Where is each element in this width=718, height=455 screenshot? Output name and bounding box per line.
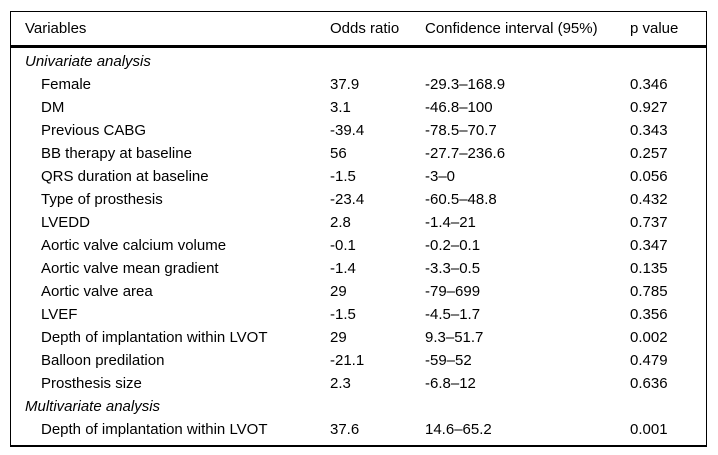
table-row: LVEF -1.5 -4.5–1.7 0.356: [11, 303, 706, 326]
variable-cell: LVEDD: [41, 214, 90, 231]
p-value-cell: 0.002: [630, 329, 668, 346]
p-value-cell: 0.257: [630, 145, 668, 162]
ci-cell: -4.5–1.7: [425, 306, 481, 323]
table-row: Aortic valve calcium volume -0.1 -0.2–0.1 0…: [11, 234, 706, 257]
odds-ratio-cell: 37.6: [330, 421, 360, 438]
section-label: Multivariate analysis: [25, 398, 161, 415]
table-row: Depth of implantation within LVOT 37.6 14.…: [11, 418, 706, 441]
odds-ratio-cell: -0.1: [330, 237, 356, 254]
ci-cell: -3–0: [425, 168, 456, 185]
table-row: BB therapy at baseline 56 -27.7–236.6 0.257: [11, 142, 706, 165]
table-row: Balloon predilation -21.1 -59–52 0.479: [11, 349, 706, 372]
table-body: Univariate analysis Female 37.9 -29.3–168.9…: [11, 48, 706, 445]
p-value-cell: 0.785: [630, 283, 668, 300]
variable-cell: Balloon predilation: [41, 352, 165, 369]
odds-ratio-cell: 56: [330, 145, 347, 162]
p-value-cell: 0.135: [630, 260, 668, 277]
table-row: Aortic valve area 29 -79–699 0.785: [11, 280, 706, 303]
table-row: Female 37.9 -29.3–168.9 0.346: [11, 73, 706, 96]
p-value-cell: 0.343: [630, 122, 668, 139]
p-value-cell: 0.346: [630, 76, 668, 93]
table-row: Previous CABG -39.4 -78.5–70.7 0.343: [11, 119, 706, 142]
section-label-row: Univariate analysis: [11, 50, 706, 73]
odds-ratio-cell: -21.1: [330, 352, 365, 369]
variable-cell: QRS duration at baseline: [41, 168, 209, 185]
section-label: Univariate analysis: [25, 53, 151, 70]
ci-cell: -3.3–0.5: [425, 260, 481, 277]
table-row: QRS duration at baseline -1.5 -3–0 0.056: [11, 165, 706, 188]
section-label-row: Multivariate analysis: [11, 395, 706, 418]
ci-cell: 9.3–51.7: [425, 329, 484, 346]
variable-cell: Female: [41, 76, 92, 93]
ci-cell: -59–52: [425, 352, 472, 369]
statistics-table: Variables Odds ratio Confidence interval…: [10, 11, 707, 447]
odds-ratio-cell: -1.5: [330, 306, 356, 323]
table-row: LVEDD 2.8 -1.4–21 0.737: [11, 211, 706, 234]
p-value-cell: 0.356: [630, 306, 668, 323]
p-value-cell: 0.001: [630, 421, 668, 438]
ci-cell: -29.3–168.9: [425, 76, 506, 93]
ci-cell: -46.8–100: [425, 99, 493, 116]
odds-ratio-cell: 2.8: [330, 214, 351, 231]
ci-cell: -27.7–236.6: [425, 145, 506, 162]
odds-ratio-cell: -23.4: [330, 191, 365, 208]
table-row: Depth of implantation within LVOT 29 9.3–5…: [11, 326, 706, 349]
variable-cell: Depth of implantation within LVOT: [41, 421, 268, 438]
p-value-cell: 0.432: [630, 191, 668, 208]
p-value-cell: 0.347: [630, 237, 668, 254]
p-value-cell: 0.737: [630, 214, 668, 231]
variable-cell: Aortic valve calcium volume: [41, 237, 227, 254]
variable-cell: Previous CABG: [41, 122, 147, 139]
column-header-odds-ratio: Odds ratio: [330, 20, 400, 37]
p-value-cell: 0.056: [630, 168, 668, 185]
odds-ratio-cell: 29: [330, 283, 347, 300]
variable-cell: Aortic valve area: [41, 283, 153, 300]
variable-cell: Aortic valve mean gradient: [41, 260, 219, 277]
odds-ratio-cell: -1.4: [330, 260, 356, 277]
ci-cell: -0.2–0.1: [425, 237, 481, 254]
table-row: DM 3.1 -46.8–100 0.927: [11, 96, 706, 119]
variable-cell: LVEF: [41, 306, 78, 323]
odds-ratio-cell: 37.9: [330, 76, 360, 93]
ci-cell: 14.6–65.2: [425, 421, 492, 438]
odds-ratio-cell: 2.3: [330, 375, 351, 392]
ci-cell: -1.4–21: [425, 214, 476, 231]
variable-cell: Type of prosthesis: [41, 191, 163, 208]
variable-cell: Depth of implantation within LVOT: [41, 329, 268, 346]
column-header-confidence-interval: Confidence interval (95%): [425, 20, 598, 37]
p-value-cell: 0.479: [630, 352, 668, 369]
odds-ratio-cell: -1.5: [330, 168, 356, 185]
table-row: Aortic valve mean gradient -1.4 -3.3–0.5 0.…: [11, 257, 706, 280]
table-row: Type of prosthesis -23.4 -60.5–48.8 0.432: [11, 188, 706, 211]
odds-ratio-cell: 3.1: [330, 99, 351, 116]
p-value-cell: 0.927: [630, 99, 668, 116]
ci-cell: -78.5–70.7: [425, 122, 497, 139]
ci-cell: -79–699: [425, 283, 481, 300]
table-header-row: Variables Odds ratio Confidence interval…: [11, 12, 706, 48]
column-header-variables: Variables: [25, 20, 87, 37]
variable-cell: BB therapy at baseline: [41, 145, 192, 162]
p-value-cell: 0.636: [630, 375, 668, 392]
column-header-p-value: p value: [630, 20, 679, 37]
variable-cell: Prosthesis size: [41, 375, 142, 392]
ci-cell: -6.8–12: [425, 375, 476, 392]
odds-ratio-cell: 29: [330, 329, 347, 346]
odds-ratio-cell: -39.4: [330, 122, 365, 139]
ci-cell: -60.5–48.8: [425, 191, 497, 208]
table-row: Prosthesis size 2.3 -6.8–12 0.636: [11, 372, 706, 395]
variable-cell: DM: [41, 99, 65, 116]
